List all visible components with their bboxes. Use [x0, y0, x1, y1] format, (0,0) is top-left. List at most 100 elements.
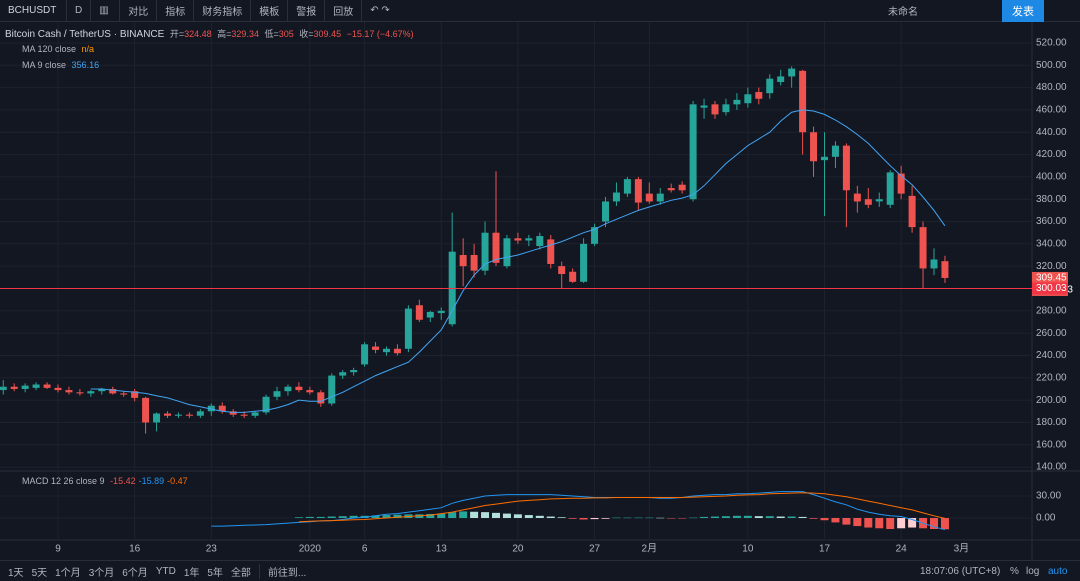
range[interactable]: 全部: [227, 563, 260, 579]
undo[interactable]: ↶ ↷: [370, 5, 390, 16]
candle-body: [634, 179, 642, 203]
bottom-bar: 1天 5天 1个月 3个月 6个月 YTD 1年 5年 全部 前往到... 18…: [0, 560, 1080, 581]
x-tick-label: 20: [512, 544, 524, 555]
candle-body: [10, 386, 18, 389]
histogram-bar: [601, 518, 610, 519]
range[interactable]: 1天: [8, 567, 24, 579]
candle-body: [196, 411, 204, 416]
candle-body: [273, 391, 281, 397]
change: −15.17 (−4.67%): [346, 29, 414, 39]
candle-body: [810, 132, 818, 162]
histogram-bar: [502, 513, 511, 519]
histogram-bar: [568, 518, 577, 519]
candle-body: [831, 145, 839, 157]
y-tick-label: 320.00: [1036, 261, 1067, 272]
button[interactable]: ▥: [99, 5, 109, 16]
ma-line: [90, 109, 946, 413]
range[interactable]: YTD: [155, 565, 176, 577]
y-tick-label: 0.00: [1036, 513, 1056, 524]
button[interactable]: 模板: [259, 7, 280, 18]
histogram-bar: [426, 513, 435, 519]
candle-body: [503, 238, 511, 267]
candle-body: [87, 391, 95, 394]
symbol[interactable]: BCHUSDT: [8, 5, 57, 16]
x-tick-label: 17: [819, 544, 831, 555]
option[interactable]: %: [1010, 565, 1019, 577]
goto[interactable]: 前往到...: [267, 567, 307, 579]
candle-body: [65, 390, 73, 393]
price-line-box: [1032, 282, 1068, 295]
button[interactable]: 指标: [165, 7, 186, 18]
candle-body: [864, 199, 872, 205]
candle-body: [328, 375, 336, 404]
x-tick-label: 23: [206, 544, 218, 555]
ohlc-label: 开=: [169, 29, 185, 39]
histogram-bar: [305, 516, 314, 519]
value: -15.42: [110, 476, 136, 486]
candle-body: [558, 266, 566, 274]
histogram-bar: [590, 518, 599, 520]
candle-body: [372, 346, 380, 350]
candle-body: [733, 99, 741, 105]
x-tick-label: 3月: [954, 543, 970, 555]
histogram-bar: [908, 518, 917, 528]
option[interactable]: auto: [1048, 565, 1068, 577]
histogram-bar: [349, 515, 358, 519]
histogram-bar: [678, 518, 687, 519]
range[interactable]: 5天: [31, 567, 48, 579]
candle-body: [284, 386, 292, 392]
candle-body: [930, 259, 938, 269]
option[interactable]: log: [1026, 565, 1040, 577]
candle-body: [755, 92, 763, 99]
histogram-bar: [809, 518, 818, 519]
interval[interactable]: D: [75, 5, 83, 16]
histogram-bar: [798, 516, 807, 519]
histogram-bar: [557, 517, 566, 519]
candle-body: [207, 405, 215, 412]
histogram-bar: [721, 516, 730, 519]
button[interactable]: 回放: [333, 7, 354, 18]
candle-body: [821, 156, 828, 161]
candle-body: [481, 232, 489, 271]
toolbar: BCHUSDT D ▥ 对比 指标 财务指标 模板 警报 回放 ↶ ↷ 未命名 …: [0, 0, 1080, 22]
histogram-bar: [754, 516, 763, 519]
candle-body: [76, 392, 84, 394]
candle-body: [131, 391, 139, 398]
range[interactable]: 1年: [183, 567, 200, 579]
x-tick-label: 2月: [642, 543, 658, 555]
publish-button[interactable]: 发表: [1002, 0, 1044, 22]
x-tick-label: 6: [362, 544, 368, 555]
histogram-bar: [448, 512, 457, 519]
price-line-label: 300.03: [1036, 283, 1067, 294]
histogram-bar: [338, 516, 347, 519]
histogram-bar: [535, 515, 544, 519]
candle-body: [799, 70, 807, 133]
histogram-bar: [524, 515, 533, 519]
candle-body: [645, 193, 653, 202]
x-tick-label: 10: [742, 544, 754, 555]
button[interactable]: 警报: [296, 7, 317, 18]
layout-name[interactable]: 未命名: [888, 7, 918, 18]
value: 356.16: [71, 60, 100, 70]
candle-body: [306, 390, 314, 393]
histogram-bar: [634, 517, 643, 519]
histogram-bar: [765, 516, 774, 519]
range[interactable]: 3个月: [88, 567, 115, 579]
candle-body: [142, 397, 150, 423]
range[interactable]: 5年: [207, 567, 223, 579]
candle-body: [919, 227, 927, 269]
candle-body: [393, 348, 401, 354]
button[interactable]: 财务指标: [202, 7, 243, 18]
histogram-bar: [579, 518, 588, 520]
candle-body: [459, 255, 467, 267]
button[interactable]: 对比: [128, 7, 149, 18]
candle-body: [317, 392, 325, 404]
macd-line: [298, 492, 946, 523]
candle-body: [448, 251, 456, 325]
range[interactable]: 6个月: [122, 567, 148, 579]
histogram-bar: [930, 518, 938, 530]
histogram-bar: [492, 512, 500, 519]
range[interactable]: 1个月: [55, 567, 81, 579]
histogram-bar: [546, 516, 555, 519]
